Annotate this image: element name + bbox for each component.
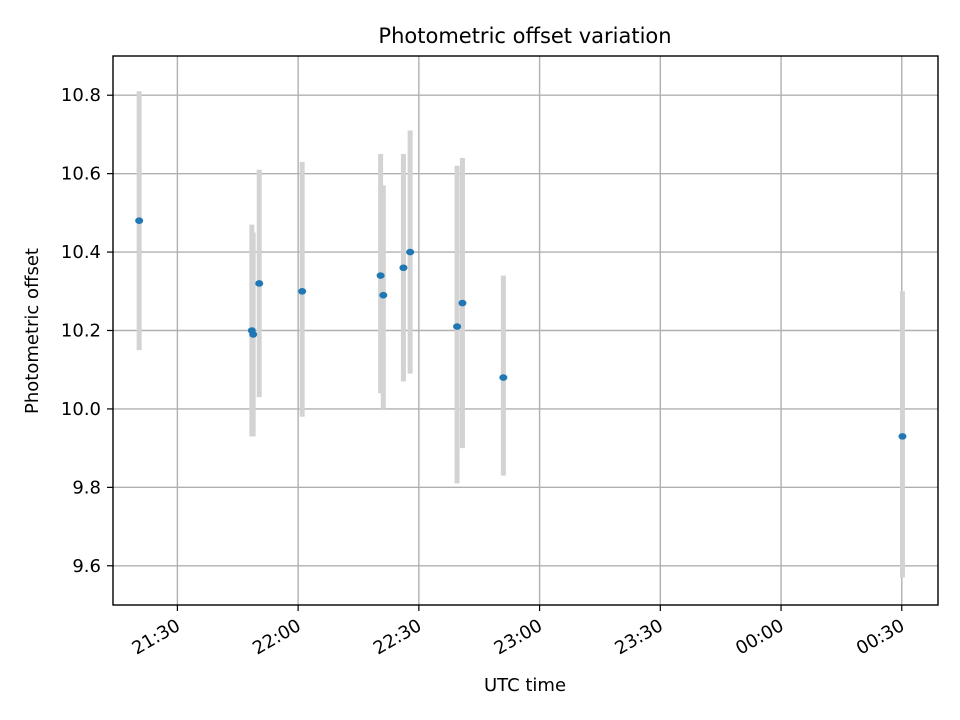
y-tick-label: 10.0 [61,399,101,420]
data-point [898,433,907,440]
data-point [255,280,264,287]
y-tick-label: 10.6 [61,164,101,185]
x-axis-label: UTC time [484,675,566,696]
data-point [406,248,415,256]
data-point [458,299,467,307]
data-point [399,264,408,272]
y-tick-label: 10.8 [61,85,101,106]
data-point [298,287,307,295]
data-points [135,217,907,440]
data-point [453,323,462,330]
data-point [379,291,388,299]
data-point [249,331,258,338]
y-tick-label: 10.4 [61,242,101,263]
y-axis-label: Photometric offset [22,248,43,414]
data-point [376,272,385,279]
y-tick-label: 9.8 [72,477,101,498]
y-tick-label: 10.2 [61,321,101,342]
data-point [135,217,144,224]
y-tick-label: 9.6 [72,556,101,577]
y-axis-ticks: 9.6 9.8 10.0 10.2 10.4 10.6 10.8 [61,85,113,577]
chart-title: Photometric offset variation [378,24,671,48]
data-point [499,374,508,381]
